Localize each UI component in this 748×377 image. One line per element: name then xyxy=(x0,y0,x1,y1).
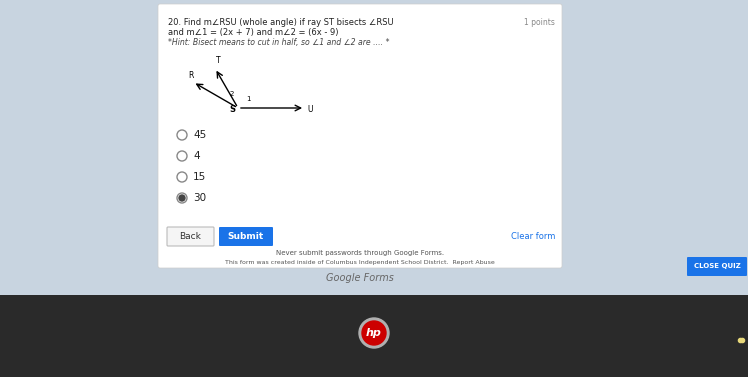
Text: 30: 30 xyxy=(193,193,206,203)
Text: 15: 15 xyxy=(193,172,206,182)
Circle shape xyxy=(359,318,389,348)
FancyBboxPatch shape xyxy=(167,227,214,246)
Text: 45: 45 xyxy=(193,130,206,140)
Text: Submit: Submit xyxy=(228,232,264,241)
Text: CLOSE QUIZ: CLOSE QUIZ xyxy=(693,263,741,269)
FancyBboxPatch shape xyxy=(687,257,747,276)
Text: Back: Back xyxy=(179,232,201,241)
Text: and m∠1 = (2x + 7) and m∠2 = (6x - 9): and m∠1 = (2x + 7) and m∠2 = (6x - 9) xyxy=(168,28,339,37)
FancyBboxPatch shape xyxy=(0,295,748,377)
Text: hp: hp xyxy=(366,328,382,338)
Text: S: S xyxy=(229,104,235,113)
Text: Clear form: Clear form xyxy=(511,232,555,241)
Text: 20. Find m∠RSU (whole angle) if ray ST bisects ∠RSU: 20. Find m∠RSU (whole angle) if ray ST b… xyxy=(168,18,393,27)
Circle shape xyxy=(362,321,386,345)
Text: 1: 1 xyxy=(246,96,251,102)
Text: T: T xyxy=(216,56,221,65)
Text: R: R xyxy=(188,71,193,80)
Text: *Hint: Bisect means to cut in half, so ∠1 and ∠2 are .... *: *Hint: Bisect means to cut in half, so ∠… xyxy=(168,38,390,47)
Text: U: U xyxy=(307,104,313,113)
Text: Never submit passwords through Google Forms.: Never submit passwords through Google Fo… xyxy=(276,250,444,256)
Text: 2: 2 xyxy=(230,91,234,97)
Text: Google Forms: Google Forms xyxy=(326,273,394,283)
FancyBboxPatch shape xyxy=(0,0,748,310)
Text: 1 points: 1 points xyxy=(524,18,555,27)
Text: 4: 4 xyxy=(193,151,200,161)
FancyBboxPatch shape xyxy=(219,227,273,246)
FancyBboxPatch shape xyxy=(158,4,562,268)
Text: This form was created inside of Columbus Independent School District.  Report Ab: This form was created inside of Columbus… xyxy=(225,260,495,265)
Circle shape xyxy=(179,195,185,201)
